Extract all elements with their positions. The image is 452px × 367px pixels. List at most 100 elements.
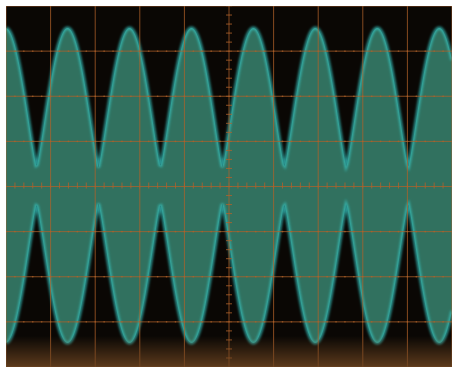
graticule-dot xyxy=(40,320,43,323)
graticule-dot xyxy=(228,95,230,98)
graticule-dot xyxy=(31,275,34,278)
graticule-dot xyxy=(442,95,444,98)
graticule-dot xyxy=(326,230,329,233)
graticule-dot xyxy=(174,320,177,323)
graticule-dot xyxy=(379,140,382,143)
graticule-dot xyxy=(245,275,248,278)
graticule-dot xyxy=(388,95,391,98)
graticule-dot xyxy=(299,95,302,98)
graticule-dot xyxy=(183,275,186,278)
graticule-dot xyxy=(58,275,61,278)
graticule-dot xyxy=(201,230,204,233)
graticule-dot xyxy=(397,140,400,143)
graticule-dot xyxy=(388,320,391,323)
graticule-dot xyxy=(254,275,257,278)
graticule-dot xyxy=(335,230,337,233)
graticule-dot xyxy=(352,275,355,278)
graticule-dot xyxy=(263,230,266,233)
graticule-dot xyxy=(344,95,346,98)
graticule-dot xyxy=(121,230,123,233)
graticule-dot xyxy=(344,50,346,53)
graticule-dot xyxy=(433,320,436,323)
graticule-dot xyxy=(210,50,213,53)
graticule-dot xyxy=(352,320,355,323)
graticule-dot xyxy=(326,320,329,323)
graticule-dot xyxy=(174,95,177,98)
graticule-dot xyxy=(121,50,123,53)
graticule-dot xyxy=(335,275,337,278)
graticule-dot xyxy=(14,230,16,233)
graticule-dot xyxy=(245,50,248,53)
graticule-dot xyxy=(263,95,266,98)
graticule-dot xyxy=(290,275,293,278)
graticule-dot xyxy=(22,95,25,98)
graticule-dot xyxy=(317,275,320,278)
graticule-dot xyxy=(228,140,230,143)
graticule-dot xyxy=(210,230,213,233)
graticule-dot xyxy=(219,140,221,143)
graticule-dot xyxy=(31,140,34,143)
graticule-dot xyxy=(406,230,409,233)
graticule-dot xyxy=(6,230,7,233)
graticule-dot xyxy=(192,95,195,98)
graticule-dot xyxy=(388,275,391,278)
graticule-dot xyxy=(388,50,391,53)
graticule-dot xyxy=(112,230,114,233)
graticule-dot xyxy=(192,320,195,323)
graticule-dot xyxy=(433,140,436,143)
graticule-dot xyxy=(397,95,400,98)
graticule-dot xyxy=(344,320,346,323)
graticule-dot xyxy=(424,50,427,53)
graticule-dot xyxy=(94,140,97,143)
graticule-dot xyxy=(344,230,346,233)
graticule-dot xyxy=(112,275,114,278)
graticule-dot xyxy=(147,275,150,278)
oscilloscope-screen xyxy=(6,6,452,367)
graticule-dot xyxy=(317,140,320,143)
graticule-dot xyxy=(201,95,204,98)
graticule-dot xyxy=(6,95,7,98)
graticule-dot xyxy=(237,140,239,143)
graticule-dot xyxy=(219,50,221,53)
graticule-dot xyxy=(58,95,61,98)
graticule-dot xyxy=(424,275,427,278)
graticule-dot xyxy=(442,320,444,323)
graticule-dot xyxy=(415,275,418,278)
graticule-dot xyxy=(335,140,337,143)
graticule-dot xyxy=(49,320,52,323)
graticule-dot xyxy=(174,140,177,143)
graticule-dot xyxy=(201,275,204,278)
graticule-dot xyxy=(129,275,132,278)
graticule-dot xyxy=(397,275,400,278)
graticule-dot xyxy=(335,320,337,323)
graticule-dot xyxy=(22,230,25,233)
graticule-dot xyxy=(40,230,43,233)
graticule-dot xyxy=(263,50,266,53)
graticule-dot xyxy=(49,50,52,53)
graticule-dot xyxy=(370,50,373,53)
graticule-dot xyxy=(156,95,159,98)
graticule-dot xyxy=(281,320,284,323)
graticule-dot xyxy=(192,50,195,53)
graticule-dot xyxy=(138,50,141,53)
graticule-dot xyxy=(85,95,88,98)
graticule-dot xyxy=(237,275,239,278)
graticule-dot xyxy=(281,140,284,143)
graticule-dot xyxy=(58,50,61,53)
graticule-dot xyxy=(361,95,364,98)
graticule-dot xyxy=(85,50,88,53)
graticule-dot xyxy=(138,140,141,143)
graticule-dot xyxy=(406,95,409,98)
graticule-dot xyxy=(156,140,159,143)
graticule-dot xyxy=(210,140,213,143)
graticule-dot xyxy=(361,50,364,53)
graticule-dot xyxy=(94,50,97,53)
graticule-dot xyxy=(67,50,70,53)
graticule-dot xyxy=(245,230,248,233)
graticule-dot xyxy=(424,95,427,98)
graticule-dot xyxy=(415,140,418,143)
graticule-dot xyxy=(361,275,364,278)
graticule-dot xyxy=(352,230,355,233)
graticule-dot xyxy=(388,140,391,143)
graticule-dot xyxy=(272,320,275,323)
